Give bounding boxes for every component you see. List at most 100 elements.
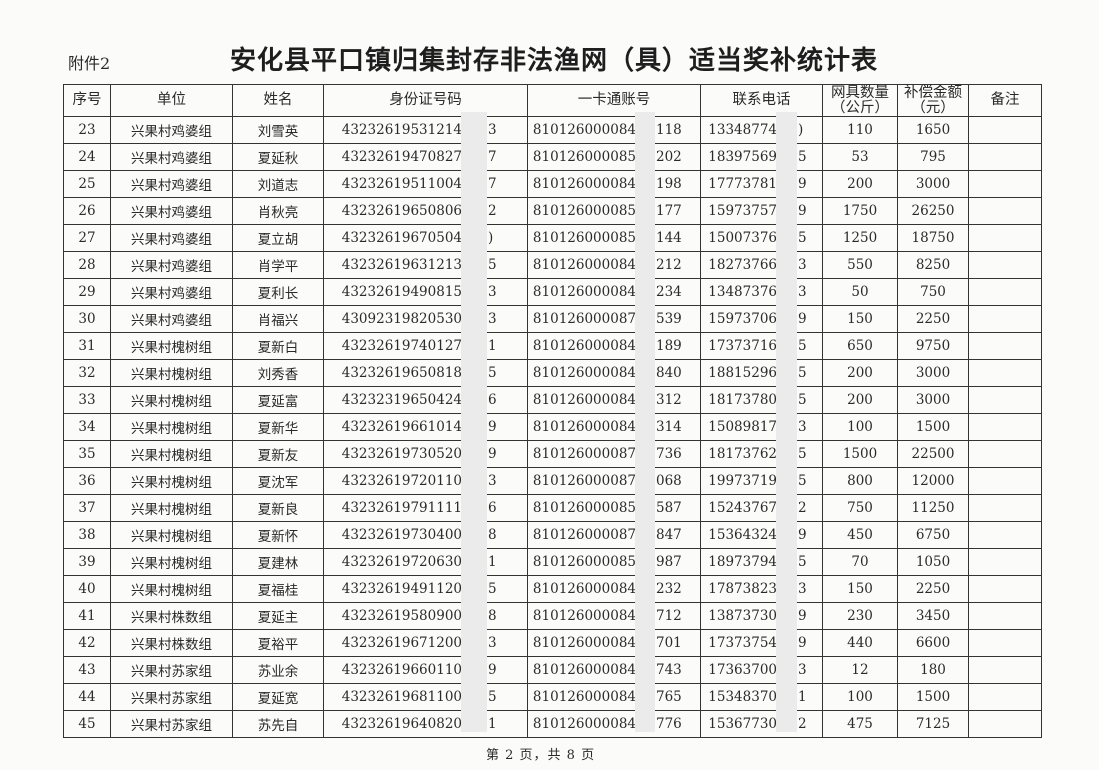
phone-cell-visible-end: 5 bbox=[798, 230, 807, 246]
quantity-cell: 200 bbox=[822, 170, 898, 198]
quantity-cell: 200 bbox=[822, 386, 898, 414]
phone-cell: 15348370 1 bbox=[700, 683, 823, 711]
note-cell bbox=[968, 575, 1042, 603]
id-number-cell: 43232619470827 7 bbox=[323, 143, 528, 171]
unit-cell: 兴果村槐树组 bbox=[110, 494, 233, 522]
id-number-cell-visible-end: 6 bbox=[488, 500, 497, 516]
id-number-cell-visible-start: 43232619660110 bbox=[341, 662, 462, 678]
id-number-cell-visible-end: 5 bbox=[488, 257, 497, 273]
note-cell bbox=[968, 467, 1042, 495]
name-cell: 肖福兴 bbox=[232, 305, 324, 333]
amount-cell: 2250 bbox=[897, 575, 969, 603]
amount-cell: 11250 bbox=[897, 494, 969, 522]
table-row: 37 兴果村槐树组 夏新良 43232619791111 6 810126000085 58… bbox=[63, 494, 1042, 522]
id-number-cell-visible-start: 43232619650806 bbox=[341, 203, 462, 219]
account-cell-visible-start: 810126000084 bbox=[532, 365, 636, 381]
name-cell: 夏延宽 bbox=[232, 683, 324, 711]
quantity-cell: 1750 bbox=[822, 197, 898, 225]
account-cell-visible-end: 068 bbox=[656, 473, 682, 489]
phone-cell-visible-start: 17363700 bbox=[708, 662, 777, 678]
account-cell-visible-start: 810126000087 bbox=[532, 527, 636, 543]
account-cell: 810126000084 198 bbox=[527, 170, 701, 198]
phone-cell-visible-end: 1 bbox=[798, 689, 807, 705]
table-row: 25 兴果村鸡婆组 刘道志 43232619511004 7 810126000084 19… bbox=[63, 170, 1042, 198]
account-cell-visible-end: 840 bbox=[656, 365, 682, 381]
name-cell: 夏立胡 bbox=[232, 224, 324, 252]
unit-cell: 兴果村苏家组 bbox=[110, 710, 233, 738]
account-cell-visible-end: 776 bbox=[656, 716, 682, 732]
phone-cell-visible-end: 9 bbox=[798, 635, 807, 651]
phone-cell-visible-start: 18173780 bbox=[708, 392, 777, 408]
account-cell-visible-end: 701 bbox=[656, 635, 682, 651]
phone-cell-visible-start: 15973706 bbox=[708, 311, 777, 327]
header-quantity: 网具数量（公斤） bbox=[822, 84, 898, 117]
header-note: 备注 bbox=[968, 84, 1042, 117]
phone-cell-visible-start: 13487376 bbox=[708, 284, 777, 300]
phone-cell: 15089817 3 bbox=[700, 413, 823, 441]
amount-cell: 12000 bbox=[897, 467, 969, 495]
row-number: 35 bbox=[63, 440, 111, 468]
account-cell: 810126000084 840 bbox=[527, 359, 701, 387]
unit-cell: 兴果村槐树组 bbox=[110, 575, 233, 603]
header-id: 身份证号码 bbox=[323, 84, 528, 117]
note-cell bbox=[968, 494, 1042, 522]
id-number-cell-visible-end: 5 bbox=[488, 365, 497, 381]
quantity-cell: 475 bbox=[822, 710, 898, 738]
unit-cell: 兴果村鸡婆组 bbox=[110, 116, 233, 144]
phone-cell: 18397569 5 bbox=[700, 143, 823, 171]
id-number-cell-visible-end: 3 bbox=[488, 635, 497, 651]
phone-cell: 17373716 5 bbox=[700, 332, 823, 360]
unit-cell: 兴果村槐树组 bbox=[110, 548, 233, 576]
name-cell: 夏建林 bbox=[232, 548, 324, 576]
note-cell bbox=[968, 602, 1042, 630]
account-cell-visible-start: 810126000087 bbox=[532, 446, 636, 462]
id-number-cell: 43232619791111 6 bbox=[323, 494, 528, 522]
phone-cell-visible-start: 17773781 bbox=[708, 176, 777, 192]
row-number: 29 bbox=[63, 278, 111, 306]
header-phone: 联系电话 bbox=[700, 84, 823, 117]
id-number-cell-visible-end: 7 bbox=[488, 149, 497, 165]
phone-cell: 17373754 9 bbox=[700, 629, 823, 657]
phone-cell-visible-end: 9 bbox=[798, 608, 807, 624]
statistics-table: 序号 单位 姓名 身份证号码 一卡通账号 联系电话 网具数量（公斤） 补偿金额（… bbox=[63, 84, 1042, 738]
phone-cell-visible-end: 3 bbox=[798, 284, 807, 300]
header-name: 姓名 bbox=[232, 84, 324, 117]
account-cell-visible-start: 810126000084 bbox=[532, 122, 636, 138]
account-cell: 810126000084 701 bbox=[527, 629, 701, 657]
id-number-cell-visible-start: 43232619580900 bbox=[341, 608, 462, 624]
quantity-cell: 440 bbox=[822, 629, 898, 657]
id-number-cell-visible-start: 43232619650818 bbox=[341, 365, 462, 381]
phone-cell-visible-start: 18173762 bbox=[708, 446, 777, 462]
table-row: 40 兴果村槐树组 夏福桂 43232619491120 5 810126000084 23… bbox=[63, 575, 1042, 603]
id-number-cell-visible-start: 43232619681100 bbox=[341, 689, 462, 705]
note-cell bbox=[968, 197, 1042, 225]
table-row: 30 兴果村鸡婆组 肖福兴 43092319820530 3 810126000087 53… bbox=[63, 305, 1042, 333]
table-row: 32 兴果村槐树组 刘秀香 43232619650818 5 810126000084 84… bbox=[63, 359, 1042, 387]
id-number-cell: 43232319650424 6 bbox=[323, 386, 528, 414]
id-number-cell: 43232619720630 1 bbox=[323, 548, 528, 576]
phone-cell-visible-end: 9 bbox=[798, 527, 807, 543]
account-cell-visible-start: 810126000087 bbox=[532, 473, 636, 489]
account-cell: 810126000084 743 bbox=[527, 656, 701, 684]
name-cell: 夏延富 bbox=[232, 386, 324, 414]
row-number: 32 bbox=[63, 359, 111, 387]
id-number-cell-visible-start: 43232619720630 bbox=[341, 554, 462, 570]
phone-cell: 15973757 9 bbox=[700, 197, 823, 225]
account-cell-visible-start: 810126000084 bbox=[532, 419, 636, 435]
note-cell bbox=[968, 521, 1042, 549]
name-cell: 苏业余 bbox=[232, 656, 324, 684]
unit-cell: 兴果村槐树组 bbox=[110, 332, 233, 360]
phone-cell-visible-start: 13873730 bbox=[708, 608, 777, 624]
row-number: 26 bbox=[63, 197, 111, 225]
phone-cell-visible-end: 5 bbox=[798, 365, 807, 381]
name-cell: 夏延秋 bbox=[232, 143, 324, 171]
amount-cell: 6750 bbox=[897, 521, 969, 549]
name-cell: 夏新友 bbox=[232, 440, 324, 468]
account-cell: 810126000085 202 bbox=[527, 143, 701, 171]
phone-cell: 18273766 3 bbox=[700, 251, 823, 279]
phone-cell-visible-end: ) bbox=[798, 122, 804, 138]
note-cell bbox=[968, 332, 1042, 360]
name-cell: 夏新怀 bbox=[232, 521, 324, 549]
id-number-cell-visible-start: 43232619511004 bbox=[341, 176, 462, 192]
quantity-cell: 450 bbox=[822, 521, 898, 549]
